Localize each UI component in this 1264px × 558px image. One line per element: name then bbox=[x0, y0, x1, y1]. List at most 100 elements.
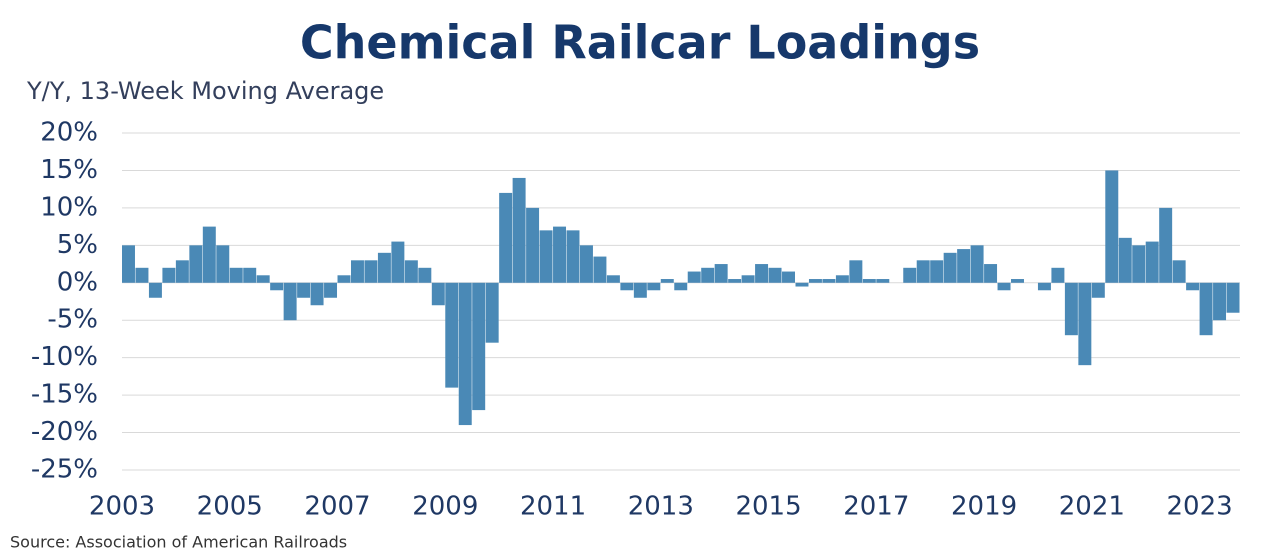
bar bbox=[687, 271, 701, 283]
bar bbox=[903, 267, 917, 283]
bar bbox=[1159, 207, 1173, 283]
bar bbox=[728, 279, 742, 283]
bar bbox=[472, 282, 486, 411]
bar bbox=[485, 282, 499, 343]
y-tick-label: 0% bbox=[57, 267, 98, 297]
bar bbox=[862, 279, 876, 283]
bar bbox=[1051, 267, 1065, 283]
bar bbox=[660, 279, 674, 283]
bar bbox=[606, 275, 620, 283]
bar bbox=[997, 282, 1011, 291]
bar bbox=[1213, 282, 1227, 321]
x-tick-label: 2019 bbox=[951, 492, 1017, 522]
bar bbox=[324, 282, 338, 298]
bar bbox=[337, 275, 351, 283]
bar bbox=[377, 252, 391, 283]
bar bbox=[701, 267, 715, 283]
bar bbox=[202, 226, 216, 283]
bar bbox=[445, 282, 459, 388]
bar bbox=[418, 267, 432, 283]
bar bbox=[350, 260, 364, 283]
x-tick-label: 2017 bbox=[843, 492, 909, 522]
x-tick-label: 2013 bbox=[628, 492, 694, 522]
x-tick-label: 2021 bbox=[1059, 492, 1125, 522]
bar bbox=[148, 282, 162, 298]
bar bbox=[741, 275, 755, 283]
y-tick-label: -15% bbox=[31, 380, 98, 410]
bar bbox=[795, 282, 809, 287]
bar bbox=[808, 279, 822, 283]
bar bbox=[674, 282, 688, 291]
bar bbox=[539, 230, 553, 283]
bar bbox=[755, 264, 769, 283]
y-tick-label: -25% bbox=[31, 455, 98, 485]
bar bbox=[916, 260, 930, 283]
bar bbox=[1105, 170, 1119, 283]
bar bbox=[930, 260, 944, 283]
bar bbox=[822, 279, 836, 283]
y-tick-label: 20% bbox=[40, 118, 98, 148]
bar bbox=[782, 271, 795, 283]
bar bbox=[714, 264, 728, 283]
x-tick-label: 2007 bbox=[304, 492, 370, 522]
bar bbox=[970, 245, 984, 283]
bar bbox=[256, 275, 270, 283]
bar bbox=[216, 245, 230, 283]
x-tick-label: 2023 bbox=[1167, 492, 1233, 522]
x-tick-label: 2015 bbox=[735, 492, 801, 522]
bar bbox=[499, 192, 513, 283]
bar bbox=[135, 267, 149, 283]
bar bbox=[270, 282, 284, 291]
y-tick-label: 5% bbox=[57, 230, 98, 260]
bar bbox=[1186, 282, 1200, 291]
bar bbox=[122, 245, 135, 283]
x-tick-label: 2009 bbox=[412, 492, 478, 522]
bar bbox=[1132, 245, 1146, 283]
source: Source: Association of American Railroad… bbox=[10, 533, 347, 552]
bar bbox=[1011, 279, 1024, 283]
bar bbox=[404, 260, 418, 283]
bar bbox=[162, 267, 176, 283]
bar bbox=[1064, 282, 1078, 336]
bar bbox=[297, 282, 311, 298]
y-tick-label: -5% bbox=[47, 305, 98, 335]
bar bbox=[431, 282, 445, 306]
bar bbox=[310, 282, 324, 306]
y-tick-label: 10% bbox=[40, 192, 98, 222]
bar bbox=[566, 230, 580, 283]
bar bbox=[984, 264, 998, 283]
bar bbox=[1199, 282, 1213, 336]
bar bbox=[1226, 282, 1240, 313]
bar bbox=[512, 177, 526, 283]
subtitle: Y/Y, 13-Week Moving Average bbox=[26, 77, 384, 105]
bar bbox=[849, 260, 863, 283]
bar bbox=[1037, 282, 1051, 291]
y-tick-label: -20% bbox=[31, 417, 98, 447]
bar bbox=[620, 282, 634, 291]
bar bbox=[458, 282, 472, 426]
bar bbox=[229, 267, 243, 283]
bar bbox=[364, 260, 378, 283]
x-tick-label: 2003 bbox=[89, 492, 155, 522]
bar bbox=[1145, 241, 1159, 283]
bar bbox=[647, 282, 661, 291]
y-tick-label: -10% bbox=[31, 342, 98, 372]
bar bbox=[579, 245, 593, 283]
bar bbox=[189, 245, 203, 283]
x-tick-label: 2011 bbox=[520, 492, 586, 522]
bar bbox=[526, 207, 540, 283]
bar bbox=[1118, 237, 1132, 283]
bar bbox=[391, 241, 405, 283]
bar bbox=[768, 267, 782, 283]
x-tick-label: 2005 bbox=[197, 492, 263, 522]
bar bbox=[1078, 282, 1092, 366]
bar bbox=[283, 282, 297, 321]
bar bbox=[553, 226, 567, 283]
bar bbox=[957, 249, 971, 283]
bar bbox=[1172, 260, 1186, 283]
y-tick-label: 15% bbox=[40, 155, 98, 185]
bar bbox=[876, 279, 890, 283]
chart-title: Chemical Railcar Loadings bbox=[300, 16, 980, 70]
bar bbox=[633, 282, 647, 298]
